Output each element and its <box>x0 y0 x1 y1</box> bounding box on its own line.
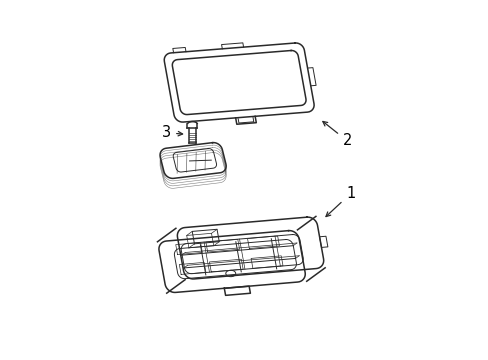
Text: 2: 2 <box>322 121 351 148</box>
Text: 3: 3 <box>162 125 182 140</box>
Text: 1: 1 <box>325 186 354 217</box>
